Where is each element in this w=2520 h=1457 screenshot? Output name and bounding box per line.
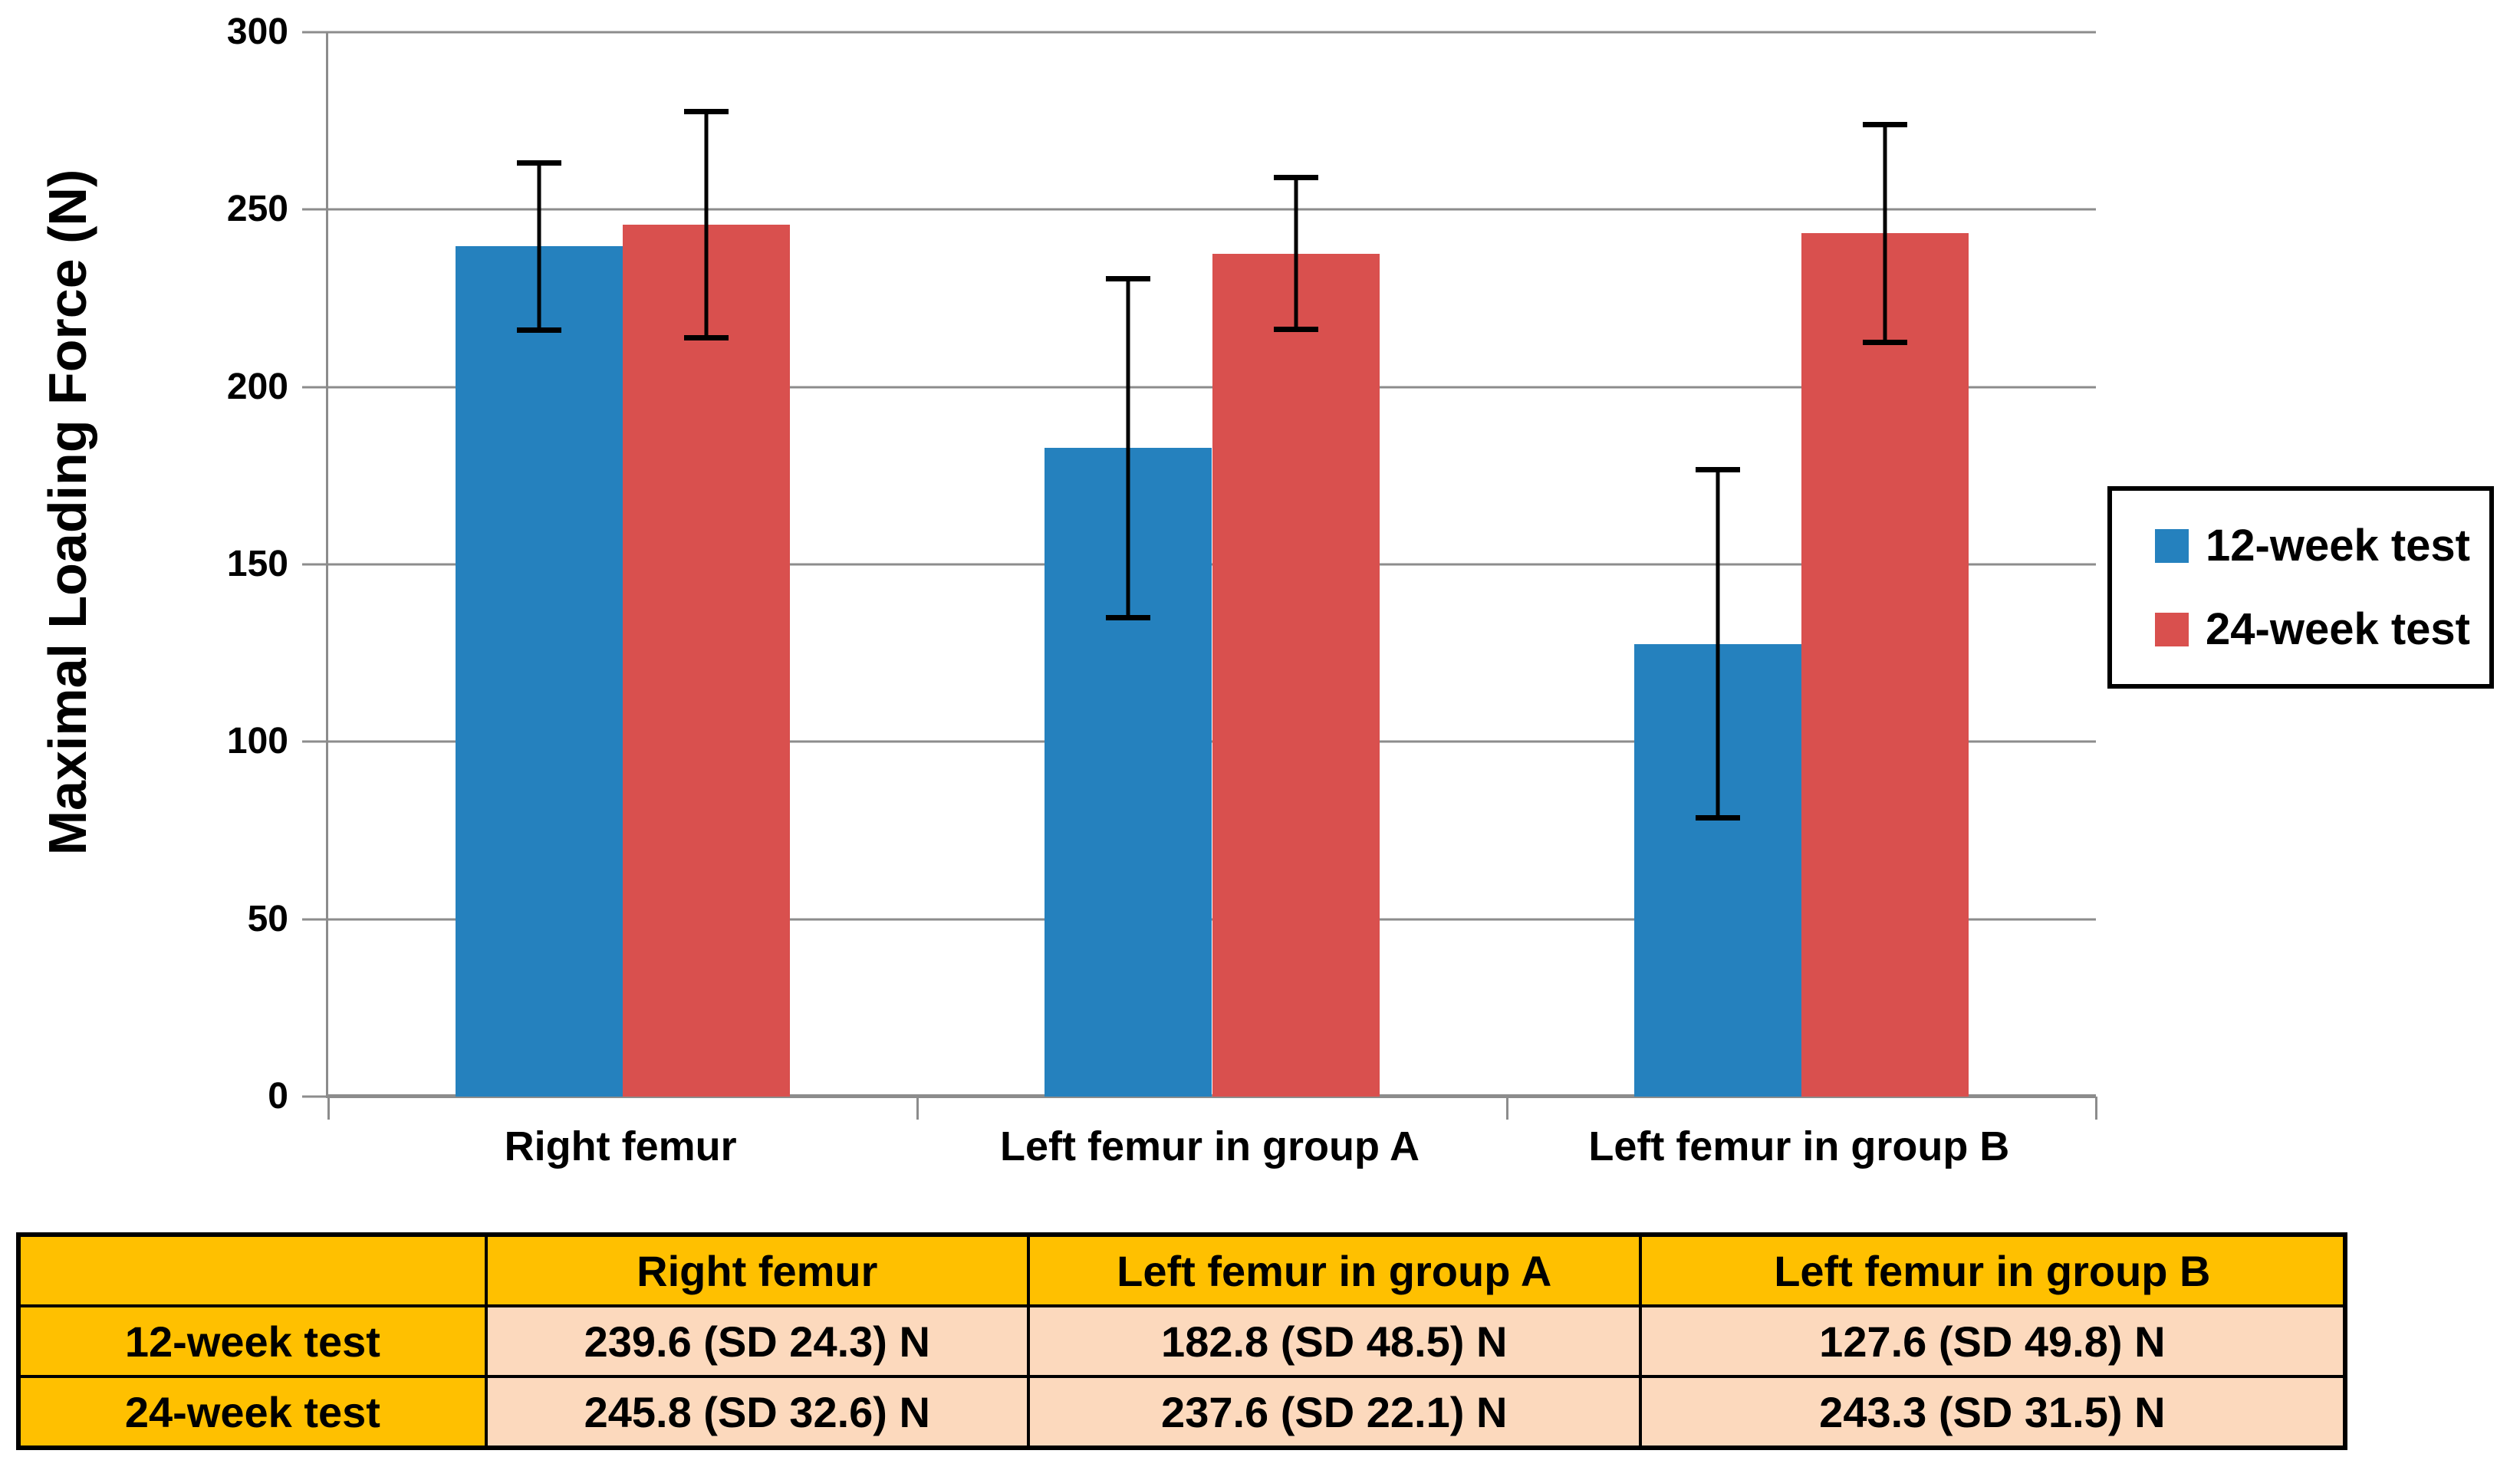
- x-axis-label: Left femur in group A: [1000, 1123, 1420, 1169]
- gridline: [328, 208, 2096, 211]
- table-header-cell: [17, 1233, 488, 1307]
- x-axis-labels: Right femur Left femur in group A Left fem…: [326, 1123, 2094, 1176]
- x-tick-mark: [1505, 1097, 1508, 1120]
- error-bar-line: [1126, 275, 1130, 620]
- bar: [456, 246, 623, 1097]
- x-tick-mark: [2095, 1097, 2097, 1120]
- y-tick-mark: [302, 563, 328, 566]
- y-tick-mark: [302, 740, 328, 743]
- error-bar-cap-top: [1862, 121, 1907, 127]
- table-body: 12-week test 239.6 (SD 24.3) N 182.8 (SD 4…: [17, 1304, 2347, 1449]
- legend-entry: 24-week test: [2155, 604, 2489, 655]
- table-header-cell: Left femur in group A: [1026, 1233, 1642, 1307]
- error-bar-cap-top: [517, 160, 562, 166]
- error-bar: [1695, 467, 1740, 821]
- table-data-cell: 239.6 (SD 24.3) N: [484, 1304, 1030, 1378]
- error-bar-cap-bottom: [684, 334, 729, 340]
- table-row: 24-week test 245.8 (SD 32.6) N 237.6 (SD 2…: [17, 1375, 2347, 1449]
- y-tick-mark: [302, 386, 328, 389]
- table-header-row: Right femur Left femur in group A Left fem…: [17, 1233, 2347, 1307]
- error-bar-line: [1294, 175, 1298, 332]
- error-bar-line: [537, 160, 541, 333]
- legend-entry: 12-week test: [2155, 520, 2489, 571]
- error-bar-cap-top: [1273, 175, 1318, 181]
- bar: [1212, 253, 1380, 1097]
- table-data-cell: 182.8 (SD 48.5) N: [1026, 1304, 1642, 1378]
- table-row: 12-week test 239.6 (SD 24.3) N 182.8 (SD 4…: [17, 1304, 2347, 1378]
- y-tick-label: 300: [226, 12, 288, 52]
- error-bar-line: [704, 108, 709, 340]
- error-bar-cap-bottom: [1862, 340, 1907, 346]
- error-bar-cap-top: [1106, 275, 1151, 281]
- y-tick-mark: [302, 1095, 328, 1098]
- error-bar: [1106, 275, 1151, 620]
- legend-swatch: [2155, 528, 2189, 563]
- table-row-label: 24-week test: [17, 1375, 488, 1449]
- legend-label: 24-week test: [2206, 604, 2470, 654]
- table-data-cell: 237.6 (SD 22.1) N: [1026, 1375, 1642, 1449]
- error-bar-line: [1883, 121, 1887, 346]
- gridline: [328, 31, 2096, 34]
- bar: [1801, 233, 1969, 1097]
- error-bar: [684, 108, 729, 340]
- x-axis-label: Left femur in group B: [1588, 1123, 2010, 1169]
- legend: 12-week test 24-week test: [2107, 486, 2494, 689]
- y-tick-label: 250: [226, 189, 288, 230]
- table-row-label: 12-week test: [17, 1304, 488, 1378]
- error-bar-line: [1716, 467, 1720, 821]
- error-bar-cap-bottom: [1695, 815, 1740, 821]
- legend-swatch: [2155, 612, 2189, 646]
- y-tick-label: 200: [226, 366, 288, 407]
- y-tick-mark: [302, 31, 328, 34]
- y-tick-label: 100: [226, 721, 288, 762]
- table-header-cell: Right femur: [484, 1233, 1030, 1307]
- y-tick-mark: [302, 208, 328, 211]
- x-axis-label: Right femur: [504, 1123, 737, 1169]
- y-tick-label: 50: [247, 898, 288, 939]
- y-tick-label: 0: [268, 1076, 288, 1117]
- error-bar-cap-bottom: [1273, 326, 1318, 332]
- legend-label: 12-week test: [2206, 521, 2470, 571]
- table-header: Right femur Left femur in group A Left fem…: [17, 1233, 2347, 1307]
- table-data-cell: 245.8 (SD 32.6) N: [484, 1375, 1030, 1449]
- y-tick-mark: [302, 918, 328, 921]
- plot-area: 0 50 100 150 200 250 300: [227, 14, 2097, 1120]
- error-bar: [1273, 175, 1318, 332]
- error-bar: [1862, 121, 1907, 346]
- error-bar-cap-bottom: [1106, 614, 1151, 620]
- y-axis-title: Maximal Loading Force (N): [38, 169, 97, 856]
- error-bar-cap-bottom: [517, 327, 562, 333]
- error-bar: [517, 160, 562, 333]
- table-header-cell: Left femur in group B: [1638, 1233, 2347, 1307]
- error-bar-cap-top: [1695, 467, 1740, 473]
- bar: [623, 224, 791, 1097]
- error-bar-cap-top: [684, 108, 729, 114]
- table-data-cell: 127.6 (SD 49.8) N: [1638, 1304, 2347, 1378]
- x-tick-mark: [916, 1097, 920, 1120]
- x-tick-mark: [327, 1097, 330, 1120]
- y-tick-label: 150: [226, 544, 288, 584]
- table-data-cell: 243.3 (SD 31.5) N: [1638, 1375, 2347, 1449]
- data-table: Right femur Left femur in group A Left fem…: [16, 1232, 2347, 1450]
